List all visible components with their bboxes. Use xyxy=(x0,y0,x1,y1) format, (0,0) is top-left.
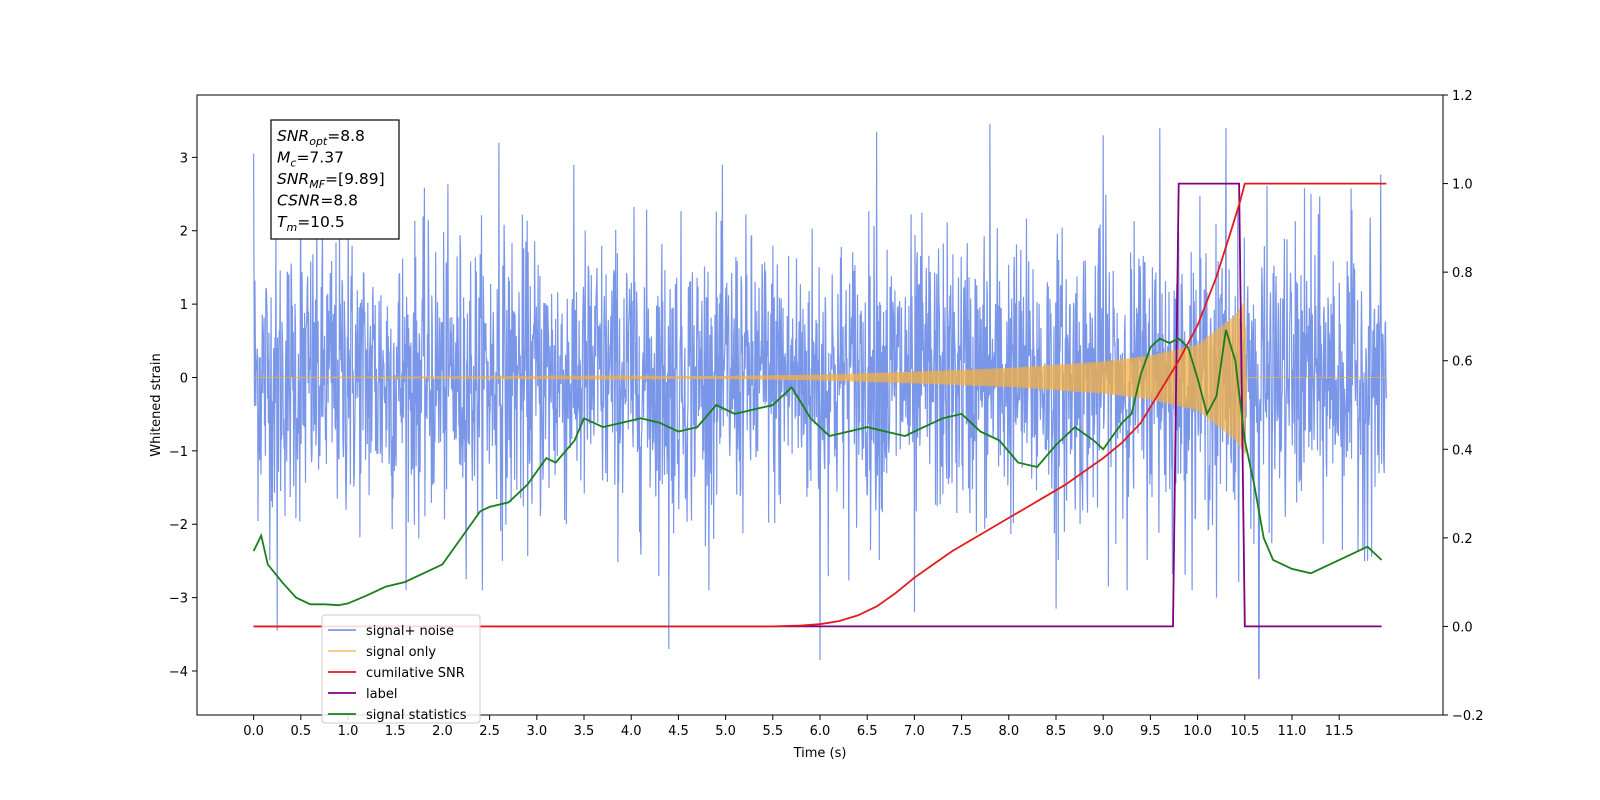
y-tick-label: 0 xyxy=(180,371,188,386)
x-tick-label: 2.5 xyxy=(479,724,500,739)
x-tick-label: 11.0 xyxy=(1277,724,1306,739)
annotation-line: CSNR=8.8 xyxy=(277,192,358,210)
y2-tick-label: 0.8 xyxy=(1452,266,1473,281)
y-tick-label: 3 xyxy=(180,151,188,166)
annotation-line: SNRopt=8.8 xyxy=(277,127,365,148)
y-tick-label: −4 xyxy=(169,665,188,680)
x-tick-label: 5.5 xyxy=(762,724,783,739)
y-axis-left: 3 2 1 0 −1 −2 −3 −4 xyxy=(169,151,197,680)
x-tick-label: 4.5 xyxy=(668,724,689,739)
signal-statistics-line xyxy=(252,329,1383,607)
x-tick-label: 8.5 xyxy=(1046,724,1067,739)
annotation-line: SNRMF=[9.89] xyxy=(277,170,385,191)
annotation-line: Tm=10.5 xyxy=(277,213,345,234)
y-tick-label: −1 xyxy=(169,445,188,460)
y2-tick-label: 1.2 xyxy=(1452,89,1473,104)
annotation-line: Mc=7.37 xyxy=(277,149,344,170)
x-tick-label: 9.5 xyxy=(1140,724,1161,739)
legend: signal+ noise signal only cumilative SNR la… xyxy=(321,614,481,724)
x-tick-label: 10.0 xyxy=(1183,724,1212,739)
x-tick-label: 5.0 xyxy=(715,724,736,739)
x-tick-label: 3.0 xyxy=(526,724,547,739)
y2-tick-label: 1.0 xyxy=(1452,178,1473,193)
x-axis-label: Time (s) xyxy=(793,746,847,761)
y-axis-right: 1.2 1.0 0.8 0.6 0.4 0.2 0.0 −0.2 xyxy=(1443,89,1484,724)
x-tick-label: 2.0 xyxy=(432,724,453,739)
annotation-frame xyxy=(270,119,400,240)
y2-tick-label: 0.4 xyxy=(1452,443,1473,458)
legend-entry-label: signal statistics xyxy=(366,708,467,723)
legend-entry-label: cumilative SNR xyxy=(366,666,465,681)
legend-entry-label: signal only xyxy=(366,645,436,660)
x-tick-label: 7.5 xyxy=(951,724,972,739)
x-tick-label: 6.0 xyxy=(810,724,831,739)
legend-frame xyxy=(321,614,481,724)
x-tick-label: 9.0 xyxy=(1093,724,1114,739)
plot-series xyxy=(252,124,1387,679)
x-tick-label: 0.5 xyxy=(290,724,311,739)
y2-tick-label: 0.6 xyxy=(1452,355,1473,370)
y2-tick-label: 0.0 xyxy=(1452,620,1473,635)
y-tick-label: 2 xyxy=(180,225,188,240)
legend-entry-label: label xyxy=(366,687,397,702)
legend-entry-label: signal+ noise xyxy=(366,624,454,639)
y2-tick-label: 0.2 xyxy=(1452,532,1473,547)
x-tick-label: 6.5 xyxy=(857,724,878,739)
x-tick-label: 0.0 xyxy=(243,724,264,739)
cumulative-snr-line xyxy=(253,182,1387,628)
x-tick-label: 1.0 xyxy=(338,724,359,739)
x-tick-label: 8.0 xyxy=(998,724,1019,739)
x-axis: 0.0 0.5 1.0 1.5 2.0 2.5 3.0 3.5 4.0 4.5 5.0 5.5 6.0 6… xyxy=(243,715,1354,739)
y-tick-label: −3 xyxy=(169,592,188,607)
x-tick-label: 4.0 xyxy=(621,724,642,739)
label-line xyxy=(253,182,1382,628)
y2-tick-label: −0.2 xyxy=(1452,709,1484,724)
x-tick-label: 11.5 xyxy=(1325,724,1354,739)
y-tick-label: 1 xyxy=(180,298,188,313)
x-tick-label: 3.5 xyxy=(574,724,595,739)
signal-only-line xyxy=(253,301,1387,455)
x-tick-label: 10.5 xyxy=(1230,724,1259,739)
y-tick-label: −2 xyxy=(169,518,188,533)
x-tick-label: 7.0 xyxy=(904,724,925,739)
x-tick-label: 1.5 xyxy=(385,724,406,739)
y-axis-label: Whitened strain xyxy=(149,353,164,456)
